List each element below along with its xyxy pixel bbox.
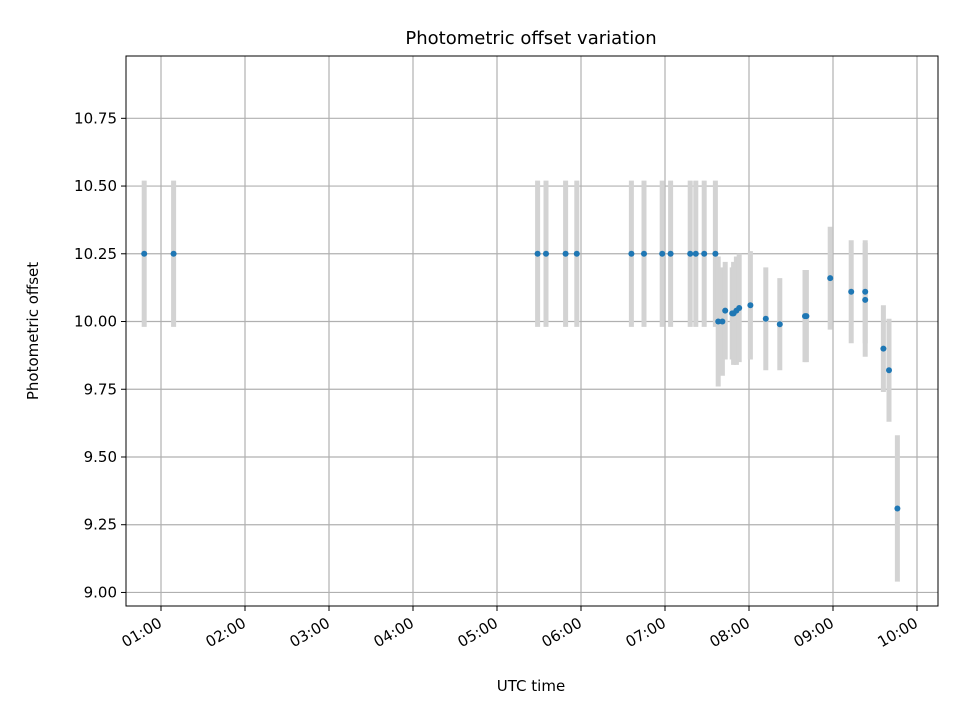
data-point	[659, 250, 666, 257]
data-point	[692, 250, 699, 257]
data-point	[701, 250, 708, 257]
errorbar-series	[141, 180, 900, 582]
x-tick-label: 01:00	[119, 614, 165, 651]
data-point	[747, 302, 754, 309]
x-tick-label: 02:00	[203, 614, 249, 651]
x-tick-label: 10:00	[875, 614, 921, 651]
data-point	[736, 304, 743, 311]
data-point	[712, 250, 719, 257]
chart-title: Photometric offset variation	[405, 28, 656, 49]
data-point	[687, 250, 694, 257]
y-tick-label: 9.25	[84, 516, 117, 534]
data-point	[827, 275, 834, 282]
data-point	[848, 288, 855, 295]
data-point	[722, 307, 729, 314]
y-tick-label: 10.50	[74, 177, 117, 195]
grid-lines	[126, 56, 938, 606]
data-point	[141, 250, 148, 257]
x-tick-label: 05:00	[455, 614, 501, 651]
data-point	[543, 250, 549, 257]
data-point	[667, 250, 674, 257]
data-point	[628, 250, 635, 257]
data-point	[641, 250, 647, 257]
data-point	[862, 296, 869, 303]
data-point	[573, 250, 580, 257]
x-axis-label: UTC time	[497, 677, 565, 695]
x-tick-label: 08:00	[707, 614, 753, 651]
x-tick-label: 06:00	[539, 614, 585, 651]
data-point-series	[141, 250, 901, 512]
data-point	[886, 367, 892, 374]
x-tick-label: 03:00	[287, 614, 333, 651]
data-point	[715, 318, 722, 325]
data-point	[880, 345, 887, 352]
y-tick-label: 9.00	[84, 583, 117, 601]
data-point	[894, 505, 901, 512]
y-axis-label: Photometric offset	[24, 262, 42, 400]
data-point	[562, 250, 569, 257]
y-tick-label: 10.75	[74, 109, 117, 127]
y-axis-ticks: 9.00 9.25 9.50 9.75 10.00 10.25 10.50 10.75	[74, 109, 126, 601]
data-point	[719, 318, 726, 325]
x-tick-label: 07:00	[623, 614, 669, 651]
x-tick-label: 04:00	[371, 614, 417, 651]
data-point	[534, 250, 541, 257]
plot-frame	[125, 55, 939, 607]
data-point	[170, 250, 177, 257]
data-point	[862, 288, 869, 295]
x-tick-label: 09:00	[791, 614, 837, 651]
y-tick-label: 10.00	[74, 313, 117, 331]
y-tick-label: 9.50	[84, 448, 117, 466]
y-tick-label: 10.25	[74, 245, 117, 263]
data-point	[776, 321, 783, 328]
y-tick-label: 9.75	[84, 380, 117, 398]
x-axis-ticks: 01:00 02:00 03:00 04:00 05:00 06:00 07:00 08:00…	[119, 606, 921, 651]
data-point	[762, 315, 769, 322]
data-point	[803, 313, 810, 320]
